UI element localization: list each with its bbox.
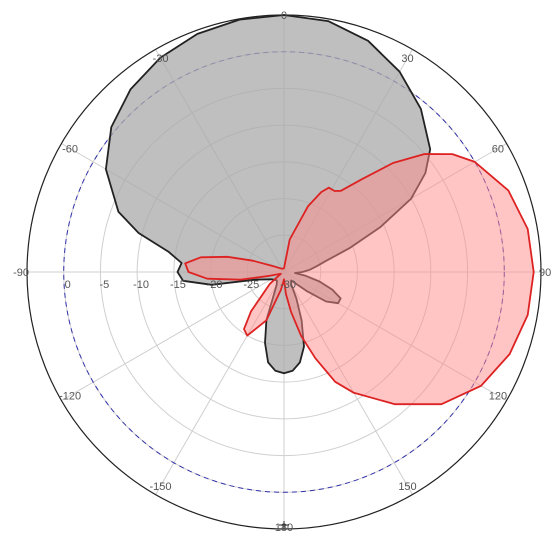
pattern-series-2 — [184, 153, 535, 406]
radial-tick-label: -5 — [100, 279, 110, 291]
angle-tick-label: 120 — [489, 391, 507, 403]
angle-tick-label: -30 — [153, 53, 169, 65]
radial-tick-label: -25 — [243, 279, 259, 291]
series-layer — [105, 14, 535, 406]
radial-tick-label: -15 — [170, 279, 186, 291]
angle-tick-label: 0 — [281, 10, 287, 22]
angle-tick-label: 90 — [539, 267, 551, 279]
radial-tick-label: -30 — [280, 279, 296, 291]
angle-tick-label: -150 — [149, 481, 171, 493]
angle-tick-label: 30 — [401, 53, 413, 65]
radial-tick-label: 0 — [65, 279, 71, 291]
angle-tick-label: -60 — [62, 144, 78, 156]
angle-tick-label: 150 — [398, 481, 416, 493]
radial-tick-label: -10 — [133, 279, 149, 291]
angle-grid-line — [61, 271, 285, 401]
angle-tick-label: 60 — [492, 144, 504, 156]
radial-tick-label: -20 — [207, 279, 223, 291]
angle-tick-label: -120 — [59, 391, 81, 403]
angle-tick-label: -90 — [13, 267, 29, 279]
